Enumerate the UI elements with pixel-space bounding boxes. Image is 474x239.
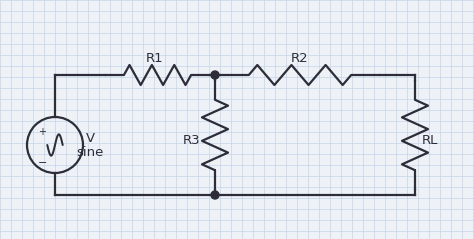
Text: −: − (38, 158, 47, 168)
Text: RL: RL (422, 134, 438, 147)
Text: sine: sine (76, 147, 104, 159)
Circle shape (211, 71, 219, 79)
Text: R2: R2 (291, 51, 309, 65)
Text: +: + (38, 127, 46, 137)
Text: R3: R3 (183, 134, 201, 147)
Text: V: V (85, 131, 94, 145)
Circle shape (211, 191, 219, 199)
Text: R1: R1 (146, 51, 164, 65)
